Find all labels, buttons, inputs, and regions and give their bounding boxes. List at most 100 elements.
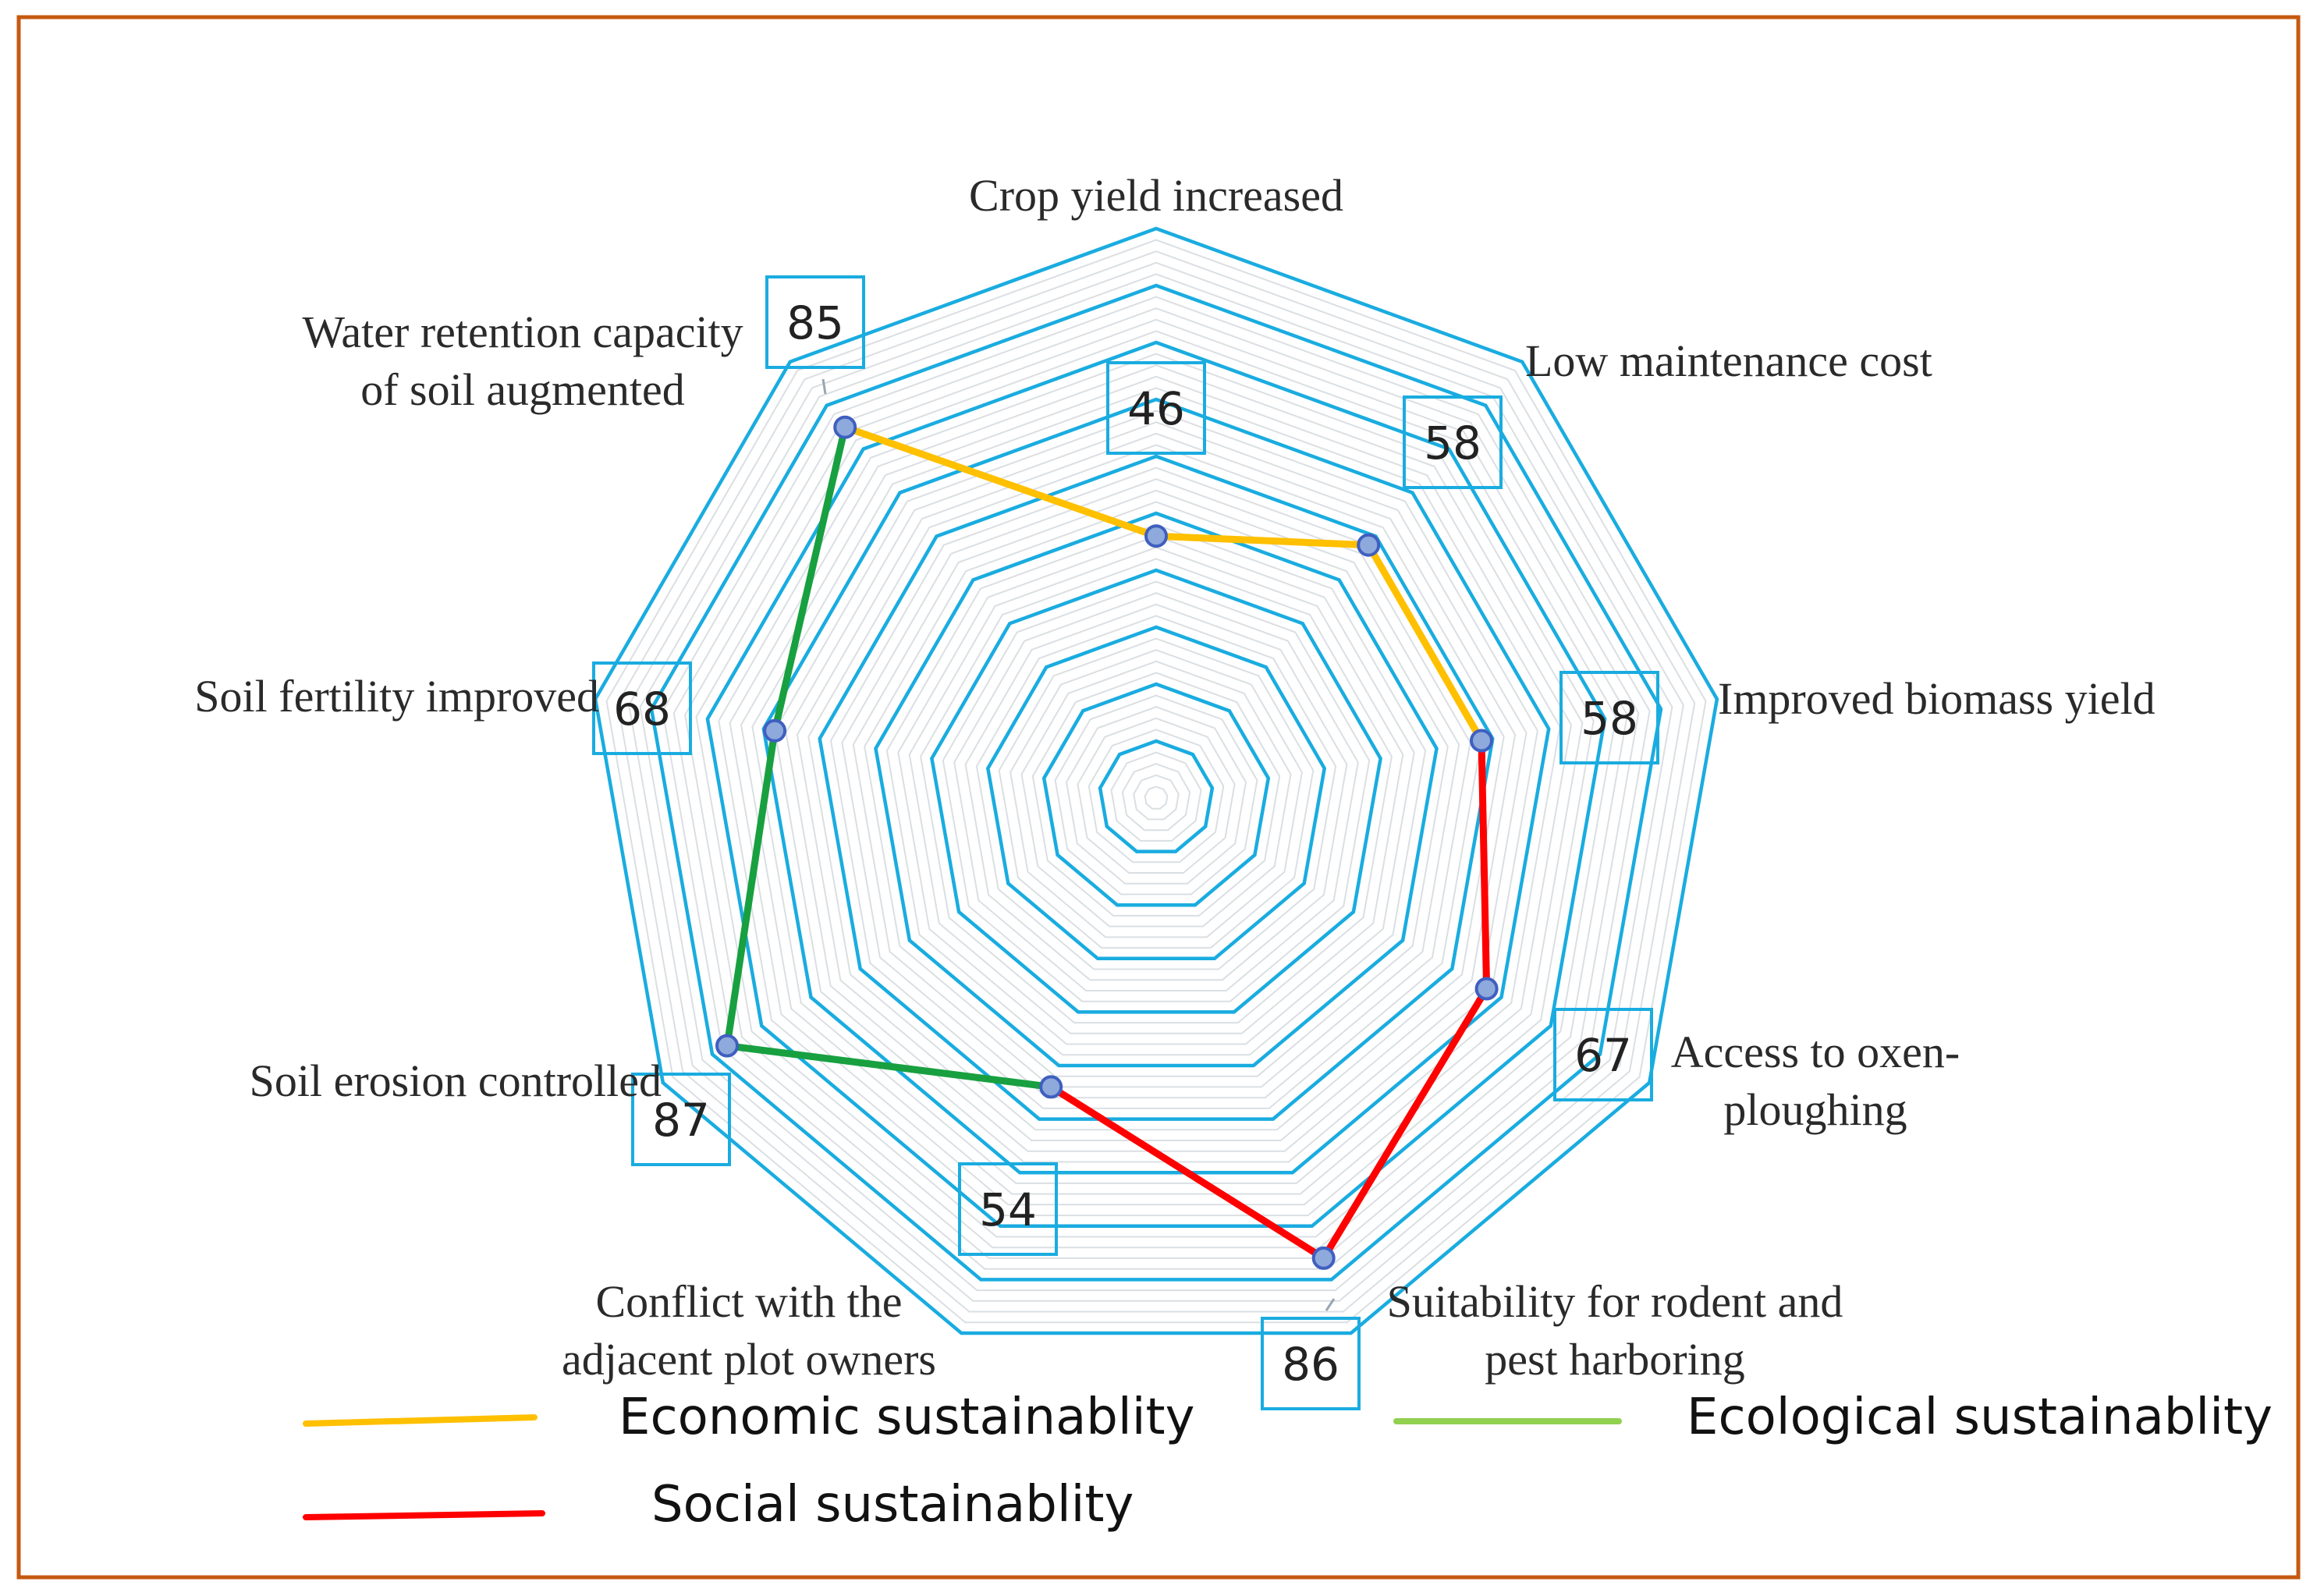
- minor-grid-ring: [852, 489, 1460, 1088]
- axis-label: Crop yield increased: [969, 170, 1343, 221]
- axis-label-line: Access to oxen-: [1671, 1027, 1960, 1077]
- data-point: [1311, 1246, 1336, 1270]
- minor-grid-ring: [964, 603, 1348, 981]
- minor-grid-ring: [975, 615, 1337, 970]
- value-leader: [821, 378, 827, 395]
- minor-grid-ring: [605, 239, 1707, 1324]
- legend-swatch: [303, 1414, 538, 1427]
- legend-item: Ecological sustainablity: [1393, 1389, 2273, 1446]
- minor-grid-ring: [616, 250, 1696, 1313]
- value-label-text: 87: [652, 1094, 710, 1147]
- value-label-box: [1559, 671, 1659, 764]
- axis-label-line: Suitability for rodent and: [1387, 1276, 1843, 1327]
- value-label: 68: [592, 661, 692, 755]
- value-label-text: 85: [786, 296, 844, 349]
- grid-ring: [649, 283, 1663, 1282]
- value-label-box: [592, 661, 692, 755]
- grid-ring: [593, 226, 1719, 1335]
- series-line: [1047, 737, 1491, 1262]
- value-label-box: [958, 1162, 1058, 1256]
- axis-label-line: adjacent plot owners: [562, 1334, 936, 1385]
- minor-grid-ring: [672, 307, 1640, 1259]
- minor-grid-ring: [774, 410, 1538, 1163]
- minor-grid-ring: [628, 261, 1684, 1302]
- major-grid: [593, 226, 1719, 1335]
- minor-grid-ring: [885, 523, 1427, 1056]
- axis-label-line: ploughing: [1723, 1084, 1907, 1135]
- axis-labels: Crop yield increased Low maintenance cost…: [194, 170, 2155, 1385]
- minor-grid-ring: [897, 535, 1415, 1045]
- minor-grid-ring: [718, 353, 1595, 1217]
- minor-grid-ring: [920, 558, 1393, 1024]
- data-point: [1144, 524, 1168, 548]
- value-label-text: 58: [1424, 417, 1481, 470]
- legend-label: Economic sustainablity: [619, 1389, 1194, 1446]
- value-label-text: 54: [979, 1183, 1037, 1236]
- axis-label-line: Water retention capacity: [302, 307, 743, 357]
- value-label: 87: [631, 1073, 731, 1166]
- axis-label-line: Conflict with the: [595, 1276, 902, 1327]
- value-label-box: [1553, 1008, 1653, 1101]
- axis-label: Low maintenance cost: [1525, 335, 1932, 386]
- minor-grid-ring: [751, 387, 1561, 1184]
- minor-grid-ring: [807, 444, 1505, 1131]
- grid-ring: [1098, 739, 1215, 853]
- value-labels: 46 58 58 67 86 54 87 68 85: [592, 275, 1659, 1410]
- grid-ring: [705, 340, 1607, 1229]
- series-line: [841, 424, 1485, 744]
- value-label: 54: [958, 1162, 1058, 1256]
- axis-label: Conflict with the adjacent plot owners: [562, 1276, 936, 1385]
- grid-ring: [761, 397, 1551, 1175]
- data-point: [1357, 533, 1381, 557]
- minor-grid-ring: [684, 318, 1628, 1249]
- legend: Economic sustainablity Ecological sustain…: [303, 1389, 2273, 1534]
- axis-label-line: pest harboring: [1485, 1334, 1744, 1385]
- data-point: [1039, 1075, 1063, 1099]
- data-point: [715, 1034, 739, 1058]
- minor-grid-ring: [1009, 649, 1303, 938]
- axis-label-line: Crop yield increased: [969, 170, 1343, 221]
- minor-grid-ring: [864, 501, 1449, 1077]
- data-point: [1470, 729, 1493, 753]
- chart-frame: [16, 15, 2301, 1580]
- value-label-box: [1106, 361, 1206, 455]
- grid-ring: [874, 511, 1439, 1068]
- grid-ring: [985, 625, 1327, 961]
- value-leader: [1325, 1298, 1336, 1311]
- minor-grid-ring: [953, 592, 1359, 991]
- minor-grid-ring: [662, 296, 1651, 1270]
- minor-grid-ring: [1088, 729, 1225, 864]
- minor-grid-ring: [1077, 717, 1236, 874]
- axis-label-line: Low maintenance cost: [1525, 335, 1932, 386]
- axis-label-line: of soil augmented: [360, 364, 685, 415]
- value-label-text: 67: [1574, 1029, 1632, 1082]
- minor-grid-ring: [1031, 672, 1281, 917]
- minor-grid-ring: [942, 580, 1371, 1002]
- series-line: [723, 424, 1055, 1091]
- data-point: [1474, 977, 1499, 1001]
- minor-grid-ring: [796, 432, 1517, 1141]
- axis-label: Water retention capacity of soil augmente…: [302, 307, 743, 415]
- value-label: 86: [1261, 1317, 1361, 1410]
- value-label-text: 46: [1127, 382, 1185, 435]
- value-label: 85: [765, 275, 865, 369]
- axis-label: Suitability for rodent and pest harboring: [1387, 1276, 1843, 1385]
- value-label-text: 58: [1581, 692, 1638, 745]
- data-point: [763, 718, 787, 743]
- minor-grid: [605, 239, 1707, 1324]
- grid-ring: [818, 454, 1495, 1121]
- axis-label-line: Improved biomass yield: [1718, 673, 2156, 724]
- axis-label: Soil erosion controlled: [250, 1055, 662, 1106]
- value-label: 58: [1403, 395, 1503, 489]
- minor-grid-ring: [695, 330, 1617, 1238]
- value-label-text: 68: [613, 683, 671, 736]
- value-label-box: [631, 1073, 731, 1166]
- value-label-box: [1261, 1317, 1361, 1410]
- minor-grid-ring: [998, 637, 1315, 949]
- minor-grid-ring: [841, 478, 1471, 1099]
- minor-grid-ring: [639, 273, 1673, 1292]
- value-label: 67: [1553, 1008, 1653, 1101]
- value-label-text: 86: [1282, 1338, 1339, 1391]
- axis-label-line: Soil erosion controlled: [250, 1055, 662, 1106]
- axis-label: Soil fertility improved: [194, 671, 599, 722]
